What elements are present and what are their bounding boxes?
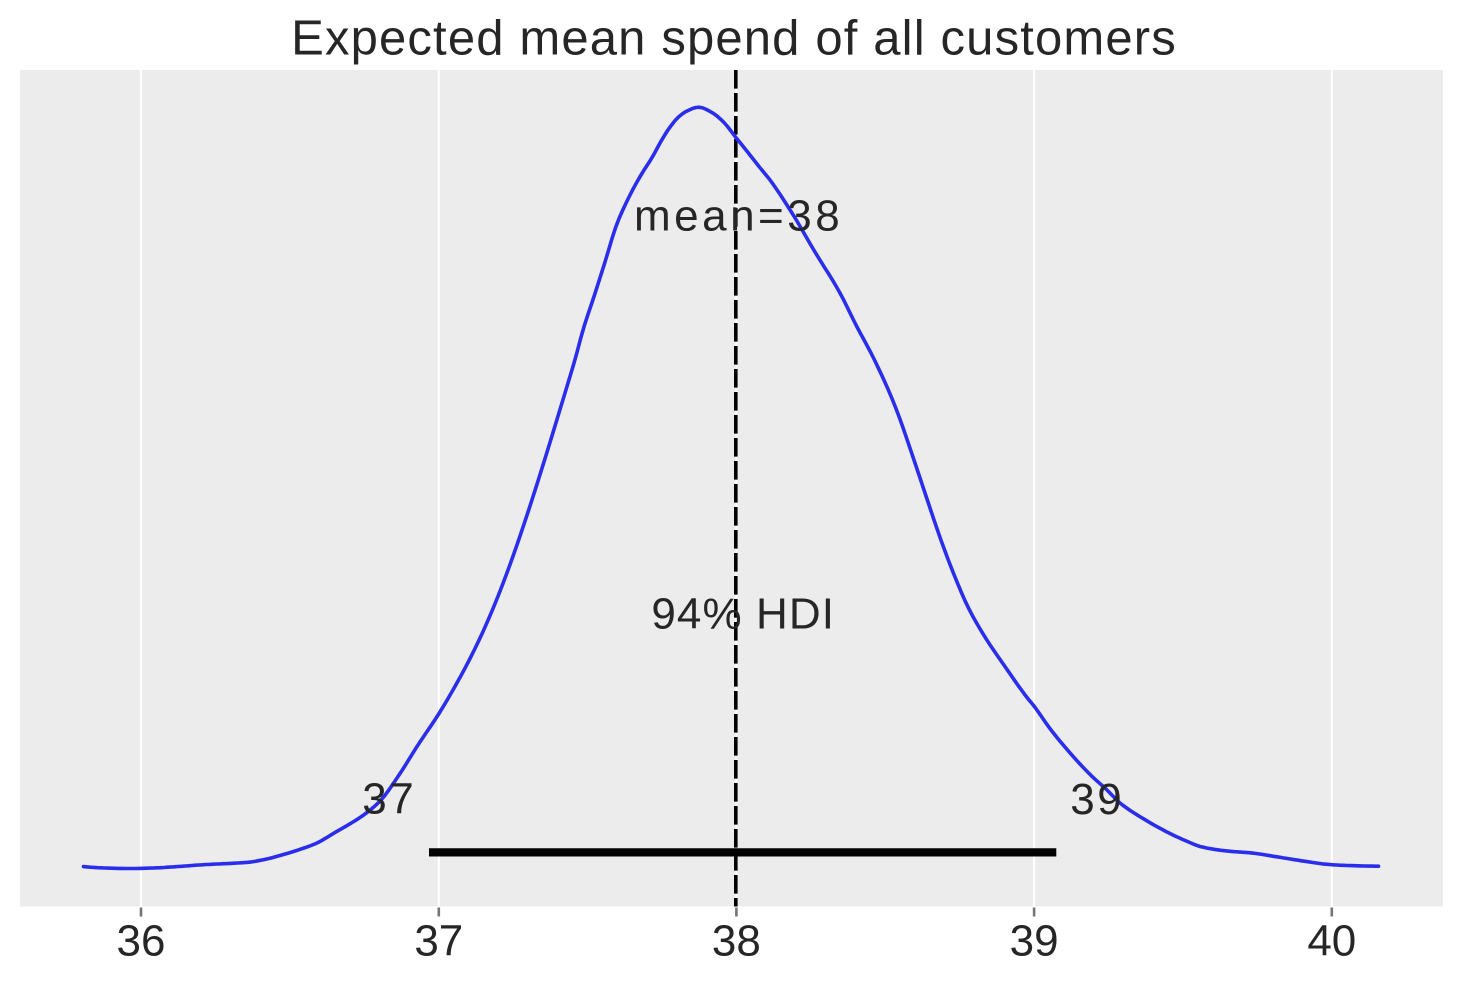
svg-text:39: 39 [1010, 917, 1059, 966]
svg-text:Expected mean spend of all cus: Expected mean spend of all customers [291, 12, 1177, 66]
svg-text:36: 36 [117, 917, 166, 966]
svg-text:38: 38 [712, 917, 761, 966]
svg-text:37: 37 [362, 775, 416, 824]
svg-text:mean=38: mean=38 [634, 191, 843, 240]
svg-text:40: 40 [1307, 917, 1356, 966]
svg-text:37: 37 [414, 917, 463, 966]
svg-text:94% HDI: 94% HDI [651, 590, 835, 639]
svg-text:39: 39 [1070, 775, 1124, 824]
